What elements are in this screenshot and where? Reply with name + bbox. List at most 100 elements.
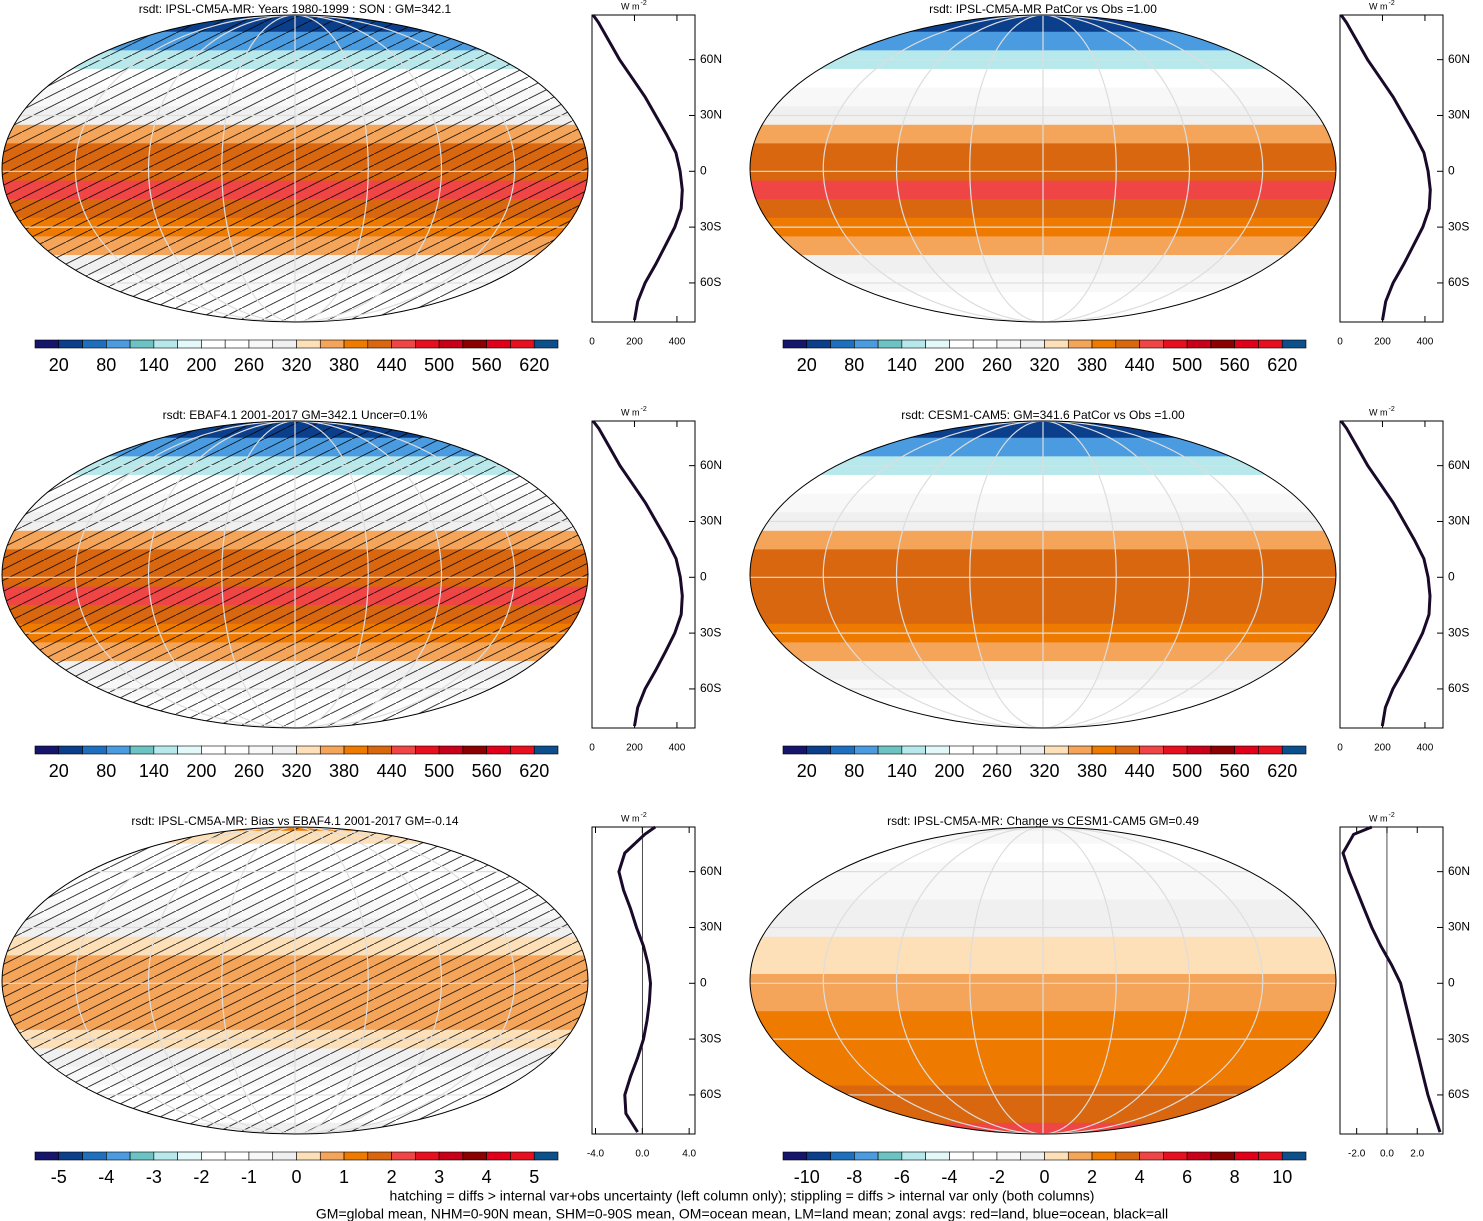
colorbar-box [1091, 339, 1117, 349]
colorbar-box [806, 745, 831, 755]
colorbar-box [58, 1151, 83, 1161]
map-meridian [969, 827, 1117, 1134]
colorbar-box [486, 339, 511, 349]
colorbar-box [1044, 1151, 1069, 1161]
colorbar-box [1115, 745, 1140, 755]
zonal-frame [591, 14, 696, 323]
map-meridian [822, 421, 1264, 728]
colorbar-label: -4 [98, 1167, 114, 1187]
colorbar-box [1139, 1151, 1164, 1161]
colorbar-box [319, 339, 345, 349]
colorbar-label: 80 [844, 355, 864, 375]
colorbar-label: 320 [1029, 355, 1059, 375]
colorbar-box [296, 339, 321, 349]
units: W m [621, 813, 640, 823]
y-tick-label: 30S [1448, 219, 1469, 233]
colorbar-box [806, 1151, 831, 1161]
colorbar-box [296, 1151, 321, 1161]
x-tick-label: 400 [669, 743, 686, 754]
y-tick-label: 60S [700, 1087, 721, 1101]
x-tick-label: 400 [1417, 743, 1434, 754]
colorbar-box [486, 745, 511, 755]
colorbar-label: 440 [377, 761, 407, 781]
y-tick-label: 30N [700, 514, 722, 528]
x-tick-label: 0.0 [635, 1149, 649, 1160]
colorbar-box [996, 745, 1022, 755]
y-tick-label: 30S [1448, 1031, 1469, 1045]
panel-title: rsdt: EBAF4.1 2001-2017 GM=342.1 Uncer=0… [163, 408, 428, 422]
y-tick-label: 60S [700, 681, 721, 695]
units: W m [1369, 813, 1388, 823]
colorbar-box [391, 745, 416, 755]
colorbar-label: 260 [234, 355, 264, 375]
colorbar-label: 80 [96, 355, 116, 375]
colorbar-box [1067, 745, 1093, 755]
x-tick-label: 0 [1337, 337, 1343, 348]
panel-title: rsdt: IPSL-CM5A-MR PatCor vs Obs =1.00 [929, 2, 1157, 16]
y-tick-label: 60S [1448, 1087, 1469, 1101]
y-tick-label: 0 [700, 975, 707, 989]
colorbar-box [153, 339, 178, 349]
map-field [2, 827, 588, 1134]
colorbar-box [1163, 1151, 1188, 1161]
map-meridian [74, 15, 516, 322]
colorbar-box [34, 745, 60, 755]
colorbar-label: 20 [49, 761, 69, 781]
colorbar-box [1258, 1151, 1283, 1161]
map-meridian [221, 827, 369, 1134]
colorbar-box [319, 1151, 345, 1161]
colorbar-box [248, 339, 274, 349]
x-tick-label: 200 [626, 337, 643, 348]
colorbar-box [462, 745, 487, 755]
colorbar-label: -3 [146, 1167, 162, 1187]
colorbar-box [533, 745, 559, 755]
colorbar-box [438, 1151, 464, 1161]
x-tick-label: 2.0 [1410, 1149, 1424, 1160]
colorbar-box [1044, 339, 1069, 349]
colorbar-label: 620 [1267, 761, 1297, 781]
colorbar-label: 260 [982, 761, 1012, 781]
colorbar-box [129, 339, 155, 349]
colorbar-label: 440 [1125, 355, 1155, 375]
colorbar-box [272, 1151, 297, 1161]
colorbar-box [106, 1151, 131, 1161]
map-field [750, 15, 1336, 322]
units: W m [1369, 407, 1388, 417]
colorbar-box [248, 1151, 274, 1161]
colorbar-box [510, 745, 535, 755]
colorbar-box [949, 745, 974, 755]
colorbar-box [486, 1151, 511, 1161]
colorbar-label: -10 [794, 1167, 820, 1187]
x-tick-label: -2.0 [1348, 1149, 1366, 1160]
colorbar-box [1139, 745, 1164, 755]
map-meridian [895, 15, 1191, 322]
colorbar-box [925, 339, 950, 349]
y-tick-label: 60N [1448, 458, 1470, 472]
colorbar-label: -6 [894, 1167, 910, 1187]
colorbar-box [224, 745, 250, 755]
map-field [750, 827, 1336, 1134]
colorbar-label: 200 [186, 761, 216, 781]
colorbar-box [1258, 339, 1283, 349]
units-exponent: -2 [1389, 812, 1395, 819]
colorbar-box [901, 339, 926, 349]
colorbar-box [1186, 745, 1212, 755]
zonal-line [1341, 825, 1442, 1133]
panel-title: rsdt: IPSL-CM5A-MR: Years 1980-1999 : SO… [139, 2, 452, 16]
units-exponent: -2 [1389, 406, 1395, 413]
colorbar-box [1186, 1151, 1212, 1161]
colorbar-label: 20 [49, 355, 69, 375]
colorbar-box [1234, 745, 1259, 755]
colorbar-box [1234, 339, 1259, 349]
colorbar-box [830, 339, 855, 349]
y-tick-label: 0 [700, 163, 707, 177]
y-tick-label: 30N [1448, 514, 1470, 528]
colorbar-box [1281, 1151, 1307, 1161]
colorbar-label: 2 [387, 1167, 397, 1187]
colorbar-box [129, 745, 155, 755]
colorbar-label: 320 [281, 355, 311, 375]
colorbar-box [1234, 1151, 1259, 1161]
zonal-frame [1339, 420, 1444, 729]
y-tick-label: 60S [1448, 275, 1469, 289]
colorbar-box [782, 1151, 808, 1161]
